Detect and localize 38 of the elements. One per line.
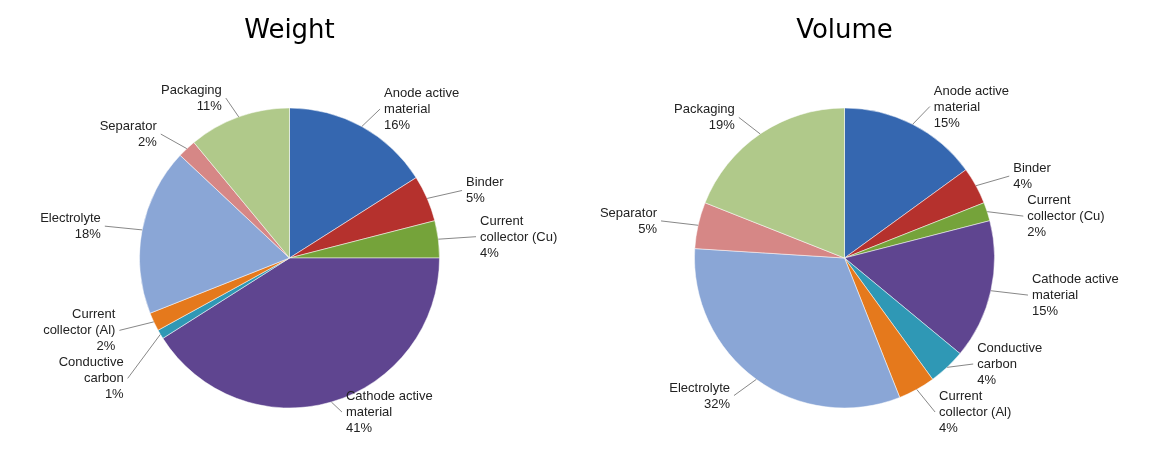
data-label: 16% [384, 117, 411, 133]
slice-label: Current collector (Al) [43, 306, 116, 338]
data-label: 5% [638, 220, 658, 236]
data-label: 15% [933, 114, 961, 130]
data-label: 4% [480, 244, 500, 260]
slice-label: Current collector (Al) [939, 388, 1012, 419]
data-label: 4% [1013, 176, 1033, 192]
slice-label: Separator [599, 204, 658, 220]
data-label: 4% [977, 372, 997, 387]
data-label: 2% [96, 338, 116, 354]
data-label: 2% [1027, 224, 1047, 240]
chart-title: Weight [244, 14, 335, 44]
data-label: 15% [1031, 303, 1059, 319]
slice-label: Packaging [161, 82, 222, 98]
data-label: 32% [703, 395, 731, 411]
slice-label: Anode active material [384, 85, 460, 117]
slice-label: Packaging [674, 101, 735, 117]
data-label: 19% [708, 117, 736, 133]
slice-label: Current collector (Cu) [1027, 192, 1105, 224]
data-label: 4% [939, 420, 959, 435]
data-label: 41% [345, 420, 373, 435]
chart-title: Volume [796, 14, 893, 44]
slice-label: Anode active material [933, 82, 1010, 114]
slice-label: Cathode active material [1031, 271, 1119, 303]
data-label: 18% [74, 226, 102, 242]
slice-label: Electrolyte [669, 379, 730, 395]
slice-label: Conductive carbon [977, 340, 1043, 371]
slice-label: Binder [466, 174, 505, 190]
data-label: 2% [138, 134, 158, 150]
data-label: 5% [466, 190, 486, 206]
slice-label: Conductive carbon [58, 354, 124, 386]
slice-label: Electrolyte [40, 210, 101, 226]
slice-label: Separator [99, 118, 158, 134]
slice-label: Cathode active material [345, 388, 433, 419]
slice-label: Current collector (Cu) [480, 212, 558, 244]
slice-label: Binder [1013, 160, 1052, 176]
data-label: 11% [196, 98, 223, 114]
data-label: 1% [104, 386, 125, 402]
